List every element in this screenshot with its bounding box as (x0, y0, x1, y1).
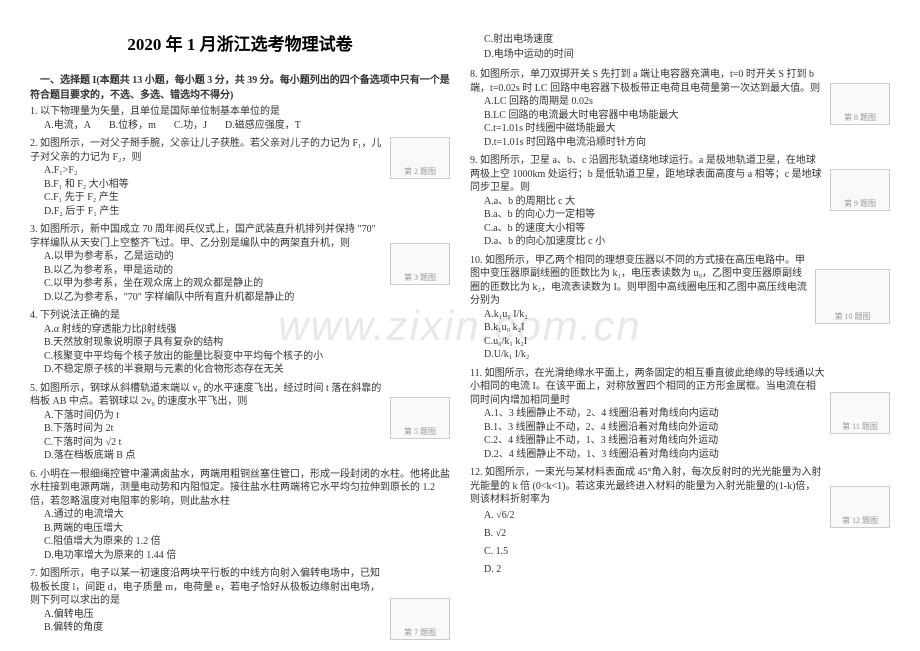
left-column: 2020 年 1 月浙江选考物理试卷 一、选择题 I(本题共 13 小题，每小题… (20, 30, 460, 641)
q2-opt-c: C.F₁ 先于 F₂ 产生 (44, 191, 450, 205)
q11-opt-c: C.2、4 线圈静止不动，1、3 线圈沿着对角线向外运动 (484, 434, 890, 448)
q6-opt-b: B.两端的电压增大 (44, 522, 239, 536)
q1-opt-b: B.位移，m (109, 119, 156, 133)
q7-opt-c: C.射出电场速度 (484, 30, 890, 45)
question-10: 第 10 题图 10. 如图所示，甲乙两个相同的理想变压器以不同的方式接在高压电… (470, 254, 890, 362)
figure-8: 第 8 题图 (830, 83, 890, 125)
q7-text: 7. 如图所示，电子以某一初速度沿两块平行板的中线方向射入偏转电场中，已知极板长… (30, 567, 450, 608)
q12-opt-c: C. 1.5 (484, 543, 890, 561)
q1-opt-a: A.电流，A (44, 119, 91, 133)
question-3: 第 3 题图 3. 如图所示，新中国成立 70 周年阅兵仪式上，国产武装直升机排… (30, 223, 450, 304)
q5-text: 5. 如图所示，钢球从斜槽轨道末端以 v₀ 的水平速度飞出，经过时间 t 落在斜… (30, 382, 450, 409)
q4-opt-d: D.不稳定原子核的半衰期与元素的化合物形态存在无关 (44, 363, 450, 377)
question-6: 6. 小明在一根细绳控管中灌满卤盐水，两端用粗铜丝塞住管口，形成一段封闭的水柱。… (30, 468, 450, 563)
q1-opt-d: D.磁感应强度，T (225, 119, 301, 133)
question-7: 第 7 题图 7. 如图所示，电子以某一初速度沿两块平行板的中线方向射入偏转电场… (30, 567, 450, 635)
fig2-label: 第 2 题图 (404, 167, 436, 178)
figure-11: 第 11 题图 (830, 392, 890, 434)
question-4: 4. 下列说法正确的是 A.α 射线的穿透能力比β射线强 B.天然放射现象说明原… (30, 309, 450, 377)
fig5-label: 第 5 题图 (404, 427, 436, 438)
q7b-options: C.射出电场速度 D.电场中运动的时间 (470, 30, 890, 60)
q6-opt-c: C.阻值增大为原来的 1.2 倍 (44, 535, 239, 549)
fig9-label: 第 9 题图 (844, 199, 876, 210)
q4-options: A.α 射线的穿透能力比β射线强 B.天然放射现象说明原子具有复杂的结构 C.核… (30, 323, 450, 377)
question-12: 第 12 题图 12. 如图所示，一束光与某材料表面成 45°角入射，每次反射时… (470, 466, 890, 579)
q2-text: 2. 如图所示，一对父子掰手腕，父亲让儿子获胜。若父亲对儿子的力记为 F₁，儿子… (30, 137, 450, 164)
q1-text: 1. 以下物理量为矢量，且单位是国际单位制基本单位的是 (30, 105, 450, 119)
figure-3: 第 3 题图 (390, 243, 450, 285)
q3-opt-d: D.以乙为参考系，"70" 字样编队中所有直升机都是静止的 (44, 291, 450, 305)
q6-text: 6. 小明在一根细绳控管中灌满卤盐水，两端用粗铜丝塞住管口，形成一段封闭的水柱。… (30, 468, 450, 509)
q7-opt-d: D.电场中运动的时间 (484, 45, 890, 60)
question-9: 第 9 题图 9. 如图所示，卫星 a、b、c 沿圆形轨道绕地球运行。a 是极地… (470, 154, 890, 249)
section-1-header: 一、选择题 I(本题共 13 小题，每小题 3 分，共 39 分。每小题列出的四… (30, 71, 450, 101)
fig7-label: 第 7 题图 (404, 628, 436, 639)
figure-5: 第 5 题图 (390, 397, 450, 439)
paper-title: 2020 年 1 月浙江选考物理试卷 (30, 30, 450, 55)
q8-text: 8. 如图所示，单刀双掷开关 S 先打到 a 端让电容器充满电，t=0 时开关 … (470, 68, 890, 95)
q8-opt-d: D.t=1.01s 时回路中电流沿顺时针方向 (484, 136, 890, 150)
figure-10: 第 10 题图 (815, 269, 890, 324)
q12-opt-d: D. 2 (484, 561, 890, 579)
q5-options: A.下落时间仍为 t B.下落时间为 2t C.下落时间为 √2 t D.落在档… (30, 409, 450, 463)
q6-options: A.通过的电流增大 B.两端的电压增大 C.阻值增大为原来的 1.2 倍 D.电… (30, 508, 450, 562)
q6-opt-a: A.通过的电流增大 (44, 508, 239, 522)
q10-opt-c: C.u₀/k₁ k₂I (484, 335, 890, 349)
question-1: 1. 以下物理量为矢量，且单位是国际单位制基本单位的是 A.电流，A B.位移，… (30, 105, 450, 132)
q12-text: 12. 如图所示，一束光与某材料表面成 45°角入射，每次反射时的光光能量为入射… (470, 466, 890, 507)
q11-options: A.1、3 线圈静止不动，2、4 线圈沿着对角线向内运动 B.1、3 线圈静止不… (470, 407, 890, 461)
q3-text: 3. 如图所示，新中国成立 70 周年阅兵仪式上，国产武装直升机排列并保持 "7… (30, 223, 450, 250)
figure-12: 第 12 题图 (830, 486, 890, 528)
question-2: 第 2 题图 2. 如图所示，一对父子掰手腕，父亲让儿子获胜。若父亲对儿子的力记… (30, 137, 450, 218)
q7-options: A.偏转电压 B.偏转的角度 (30, 608, 450, 635)
q11-text: 11. 如图所示，在光滑绝缘水平面上，两条固定的相互垂直彼此绝缘的导线通以大小相… (470, 367, 890, 408)
question-5: 第 5 题图 5. 如图所示，钢球从斜槽轨道末端以 v₀ 的水平速度飞出，经过时… (30, 382, 450, 463)
q10-opt-d: D.U/k₁ I/k₂ (484, 348, 890, 362)
fig12-label: 第 12 题图 (842, 516, 878, 527)
q1-options: A.电流，A B.位移，m C.功，J D.磁感应强度，T (30, 119, 450, 133)
q4-opt-c: C.核聚变中平均每个核子放出的能量比裂变中平均每个核子的小 (44, 350, 450, 364)
figure-2: 第 2 题图 (390, 137, 450, 179)
q4-opt-b: B.天然放射现象说明原子具有复杂的结构 (44, 336, 450, 350)
q12-options: A. √6/2 B. √2 C. 1.5 D. 2 (470, 507, 890, 579)
q3-options: A.以甲为参考系，乙是运动的 B.以乙为参考系，甲是运动的 C.以甲为参考系，坐… (30, 250, 450, 304)
q5-opt-d: D.落在档板底端 B 点 (44, 449, 450, 463)
q2-opt-b: B.F₁ 和 F₂ 大小相等 (44, 178, 450, 192)
fig11-label: 第 11 题图 (842, 422, 878, 433)
question-11: 第 11 题图 11. 如图所示，在光滑绝缘水平面上，两条固定的相互垂直彼此绝缘… (470, 367, 890, 462)
q9-opt-d: D.a、b 的向心加速度比 c 小 (484, 235, 890, 249)
q2-options: A.F₁>F₂ B.F₁ 和 F₂ 大小相等 C.F₁ 先于 F₂ 产生 D.F… (30, 164, 450, 218)
q2-opt-d: D.F₂ 后于 F₁ 产生 (44, 205, 450, 219)
q9-opt-c: C.a、b 的速度大小相等 (484, 222, 890, 236)
right-column: C.射出电场速度 D.电场中运动的时间 第 8 题图 8. 如图所示，单刀双掷开… (460, 30, 900, 641)
q9-options: A.a、b 的周期比 c 大 B.a、b 的向心力一定相等 C.a、b 的速度大… (470, 195, 890, 249)
figure-7: 第 7 题图 (390, 598, 450, 640)
fig8-label: 第 8 题图 (844, 113, 876, 124)
figure-9: 第 9 题图 (830, 169, 890, 211)
q6-opt-d: D.电功率增大为原来的 1.44 倍 (44, 549, 239, 563)
q1-opt-c: C.功，J (174, 119, 207, 133)
q9-text: 9. 如图所示，卫星 a、b、c 沿圆形轨道绕地球运行。a 是极地轨道卫星，在地… (470, 154, 890, 195)
q8-options: A.LC 回路的周期是 0.02s B.LC 回路的电流最大时电容器中电场能最大… (470, 95, 890, 149)
q4-text: 4. 下列说法正确的是 (30, 309, 450, 323)
q11-opt-d: D.2、4 线圈静止不动，1、3 线圈沿着对角线向内运动 (484, 448, 890, 462)
fig3-label: 第 3 题图 (404, 273, 436, 284)
q4-opt-a: A.α 射线的穿透能力比β射线强 (44, 323, 450, 337)
fig10-label: 第 10 题图 (835, 312, 871, 323)
question-8: 第 8 题图 8. 如图所示，单刀双掷开关 S 先打到 a 端让电容器充满电，t… (470, 68, 890, 149)
